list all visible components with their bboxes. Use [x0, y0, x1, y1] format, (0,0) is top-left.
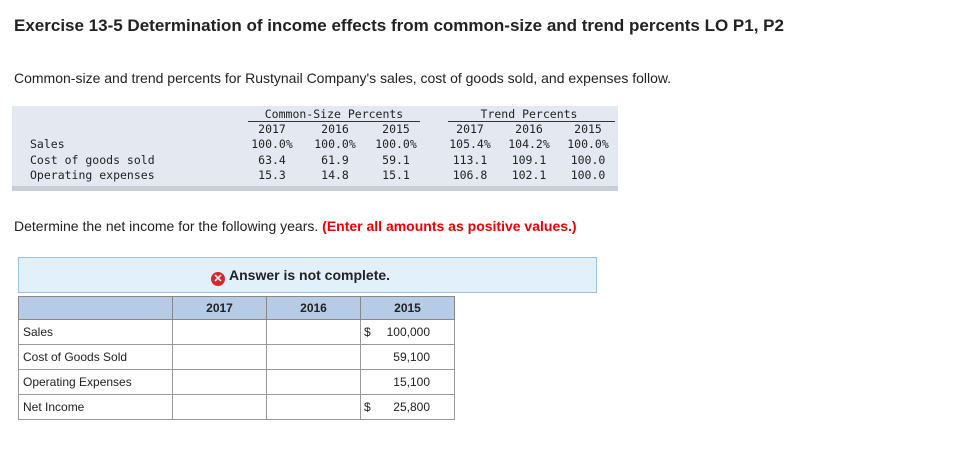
percent-value: 61.9: [321, 152, 349, 167]
percent-value: 100.0%: [314, 137, 356, 151]
percent-value: 14.8: [321, 168, 349, 182]
percent-value: 100.0%: [251, 137, 293, 151]
year-header: 2017: [258, 122, 286, 136]
year-header: 2015: [382, 122, 410, 136]
title: Exercise 13-5 Determination of income ef…: [14, 16, 784, 35]
intro: Common-size and trend percents for Rusty…: [14, 70, 672, 86]
row-label: Cost of goods sold: [30, 152, 155, 167]
error-icon: ✕: [211, 272, 225, 286]
year-header: 2016: [515, 122, 543, 136]
answer-row: Operating Expenses 15,100: [18, 369, 455, 395]
row-label: Sales: [18, 319, 173, 345]
value-cell: 59,100: [360, 344, 455, 370]
input-cell: [266, 319, 361, 345]
instruction-text: Determine the net income for the followi…: [14, 218, 319, 234]
value-cell: $25,800: [360, 394, 455, 420]
group-underline: [248, 121, 420, 122]
answer-row: Net Income $25,800: [18, 394, 455, 420]
status-box: ✕ Answer is not complete.: [18, 257, 597, 293]
row-label: Sales: [30, 137, 65, 151]
answer-table: 2017 2016 2015 Sales $100,000 Cost of Goods S…: [18, 296, 455, 420]
percent-value: 15.1: [382, 168, 410, 182]
currency: $: [364, 400, 371, 414]
year-header: 2017: [456, 122, 484, 136]
group-header: Common-Size Percents: [264, 107, 404, 121]
percent-value: 63.4: [258, 152, 286, 167]
header-cell: [18, 296, 173, 320]
currency: $: [364, 325, 371, 339]
year-header: 2016: [321, 122, 349, 136]
input-cell: [172, 394, 267, 420]
answer-row: Cost of Goods Sold 59,100: [18, 344, 455, 370]
status-line: ✕ Answer is not complete.: [211, 267, 390, 286]
value-cell: 15,100: [360, 369, 455, 395]
group-header: Trend Percents: [480, 107, 578, 121]
row-label: Cost of Goods Sold: [18, 344, 173, 370]
column-header: 2015: [360, 296, 455, 320]
amount: 100,000: [386, 325, 430, 339]
status-text: Answer is not complete.: [229, 267, 391, 283]
row-label: Operating Expenses: [18, 369, 173, 395]
group-underline: [448, 121, 615, 122]
year-header: 2015: [574, 122, 602, 136]
header-row: 2017 2016 2015: [18, 296, 455, 320]
percent-value: 109.1: [511, 152, 547, 167]
row-label: Net Income: [18, 394, 173, 420]
percent-value: 100.0: [570, 152, 606, 167]
percent-table: Common-Size Percents Trend Percents 2017 20…: [12, 106, 618, 191]
column-header: 2017: [172, 296, 267, 320]
percent-value: 105.4%: [449, 137, 491, 151]
instruction: Determine the net income for the followi…: [14, 218, 577, 234]
input-cell: [172, 319, 267, 345]
percent-value: 100.0%: [375, 137, 417, 151]
row-label: Operating expenses: [30, 168, 155, 182]
input-cell: [172, 344, 267, 370]
percent-value: 100.0%: [567, 137, 609, 151]
percent-value: 59.1: [382, 152, 410, 167]
percent-value: 100.0: [570, 168, 606, 182]
percent-value: 113.1: [452, 152, 488, 167]
amount: 25,800: [393, 400, 430, 414]
input-cell: [266, 394, 361, 420]
percent-value: 102.1: [511, 168, 547, 182]
amount: 59,100: [393, 350, 430, 364]
column-header: 2016: [266, 296, 361, 320]
input-cell: [266, 369, 361, 395]
value-cell: $100,000: [360, 319, 455, 345]
percent-value: 106.8: [452, 168, 488, 182]
percent-value: 15.3: [258, 168, 286, 182]
answer-row: Sales $100,000: [18, 319, 455, 345]
amount: 15,100: [393, 375, 430, 389]
input-cell: [172, 369, 267, 395]
percent-value: 104.2%: [508, 137, 550, 151]
input-cell: [266, 344, 361, 370]
instruction-note: (Enter all amounts as positive values.): [322, 218, 577, 234]
